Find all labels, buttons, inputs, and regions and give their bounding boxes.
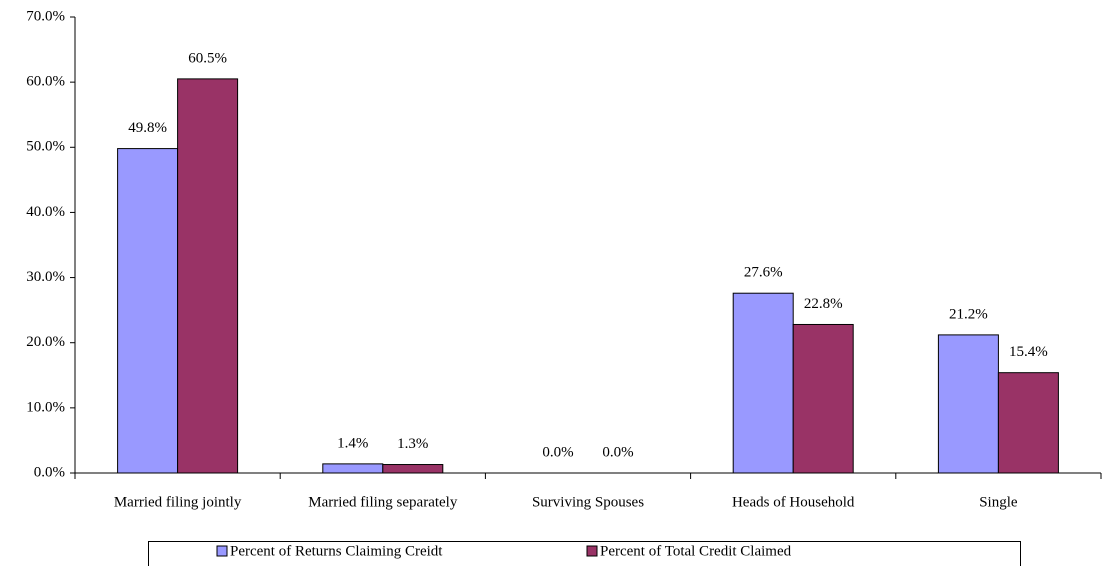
bar <box>792 323 854 474</box>
y-tick-label: 40.0% <box>26 204 65 220</box>
y-tick-label: 60.0% <box>26 74 65 90</box>
x-tick-label: Married filing jointly <box>114 494 242 510</box>
legend-label: Percent of Total Credit Claimed <box>600 543 792 559</box>
value-label: 27.6% <box>744 265 783 281</box>
y-tick-label: 30.0% <box>26 269 65 285</box>
bar <box>177 78 239 474</box>
bar <box>997 372 1059 474</box>
y-tick-label: 10.0% <box>26 399 65 415</box>
value-label: 0.0% <box>542 444 573 460</box>
y-tick-label: 50.0% <box>26 139 65 155</box>
value-label: 49.8% <box>128 120 167 136</box>
bar <box>732 292 794 474</box>
value-label: 1.4% <box>337 435 368 451</box>
legend-swatch <box>216 545 228 557</box>
value-label: 22.8% <box>804 296 843 312</box>
y-tick-label: 70.0% <box>26 8 65 24</box>
value-label: 15.4% <box>1009 344 1048 360</box>
bar <box>382 464 444 474</box>
y-tick-label: 20.0% <box>26 334 65 350</box>
bar <box>322 463 384 474</box>
value-label: 1.3% <box>397 436 428 452</box>
legend-swatch <box>586 545 598 557</box>
x-tick-label: Surviving Spouses <box>532 494 644 510</box>
bar <box>117 148 179 474</box>
x-tick-label: Married filing separately <box>308 494 458 510</box>
value-label: 21.2% <box>949 306 988 322</box>
x-tick-label: Heads of Household <box>732 494 855 510</box>
x-tick-label: Single <box>979 494 1018 510</box>
y-tick-label: 0.0% <box>34 464 65 480</box>
legend-label: Percent of Returns Claiming Creidt <box>230 543 443 559</box>
legend-box <box>148 541 1021 566</box>
bar <box>937 334 999 474</box>
value-label: 0.0% <box>602 444 633 460</box>
value-label: 60.5% <box>188 50 227 66</box>
